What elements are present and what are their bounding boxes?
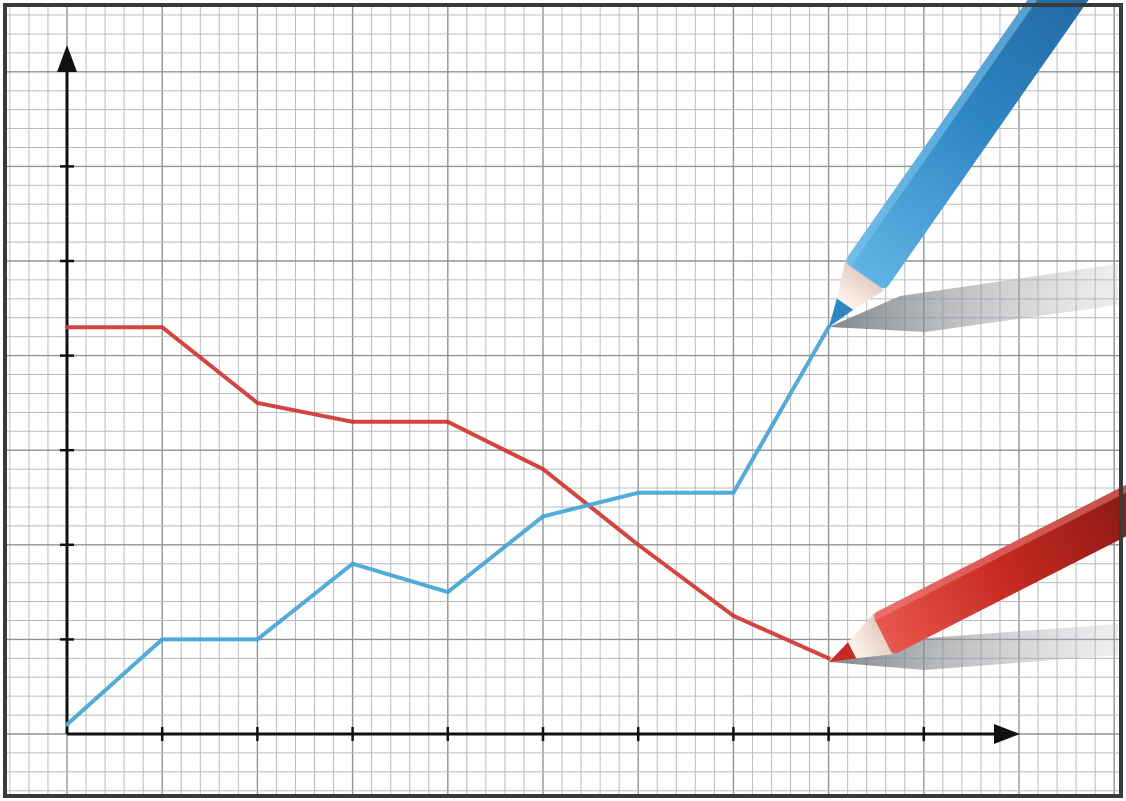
series-lines bbox=[65, 325, 831, 727]
red-pencil-icon bbox=[829, 478, 1126, 662]
data-point bbox=[541, 467, 545, 472]
data-point bbox=[350, 419, 355, 424]
data-point bbox=[255, 400, 260, 405]
data-point bbox=[826, 656, 831, 661]
data-point bbox=[445, 419, 450, 424]
data-point bbox=[160, 637, 165, 642]
data-point bbox=[636, 542, 641, 547]
data-point bbox=[636, 490, 641, 495]
x-axis-arrow bbox=[994, 724, 1020, 744]
chart-border bbox=[3, 3, 1123, 798]
blue-pencil-shadow bbox=[829, 264, 1118, 332]
data-point bbox=[65, 722, 69, 727]
data-point bbox=[350, 561, 355, 566]
data-point bbox=[731, 613, 736, 618]
red-pencil-shadow bbox=[829, 624, 1118, 670]
data-point bbox=[255, 637, 260, 642]
pencils bbox=[829, 0, 1126, 670]
y-axis-arrow bbox=[57, 45, 77, 72]
data-point bbox=[160, 325, 165, 330]
grid bbox=[6, 6, 1120, 795]
data-point bbox=[731, 490, 736, 495]
data-point bbox=[445, 590, 450, 595]
data-point bbox=[541, 514, 545, 519]
axes bbox=[57, 45, 1020, 744]
data-point bbox=[65, 325, 69, 330]
